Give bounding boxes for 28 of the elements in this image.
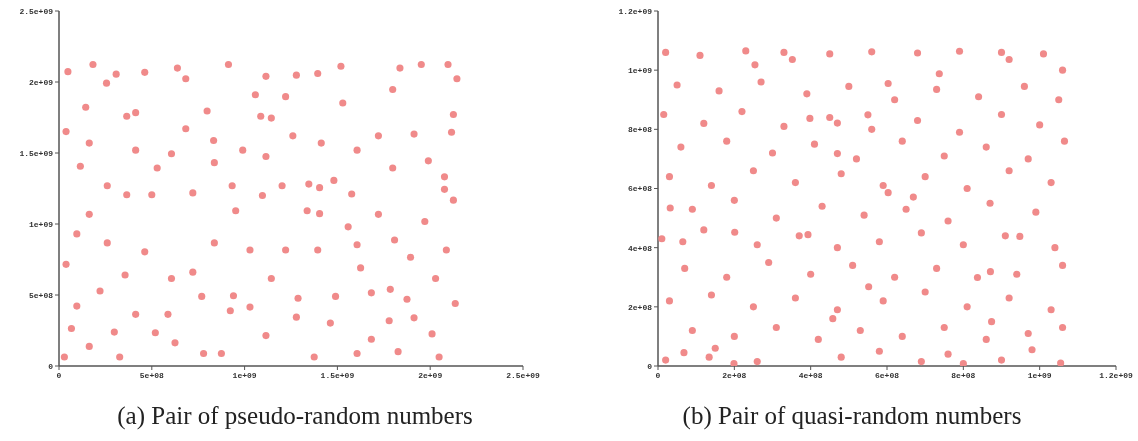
y-tick-label: 1.2e+09	[618, 6, 653, 16]
y-tick-label: 1e+09	[627, 66, 653, 76]
x-tick-label: 2e+08	[722, 370, 747, 380]
x-tick-label: 5e+08	[139, 370, 164, 380]
x-tick-label: 1.5e+09	[320, 370, 355, 380]
y-tick-label: 4e+08	[627, 243, 653, 253]
y-tick-label: 2.5e+09	[19, 6, 54, 16]
y-tick-label: 0	[48, 361, 54, 371]
x-tick-label: 1e+09	[232, 370, 257, 380]
text: (b) Pair of quasi-random numbers	[681, 402, 1023, 430]
y-tick-label: 8e+08	[627, 125, 653, 135]
x-tick-label: 6e+08	[874, 370, 900, 380]
y-tick-label: 6e+08	[627, 184, 653, 194]
x-tick-label: 2e+09	[418, 370, 443, 380]
text: (a) Pair of pseudo-random numbers	[116, 402, 474, 430]
y-tick-label: 2e+09	[28, 77, 54, 87]
y-tick-label: 1.5e+09	[19, 148, 54, 158]
y-tick-label: 2e+08	[627, 302, 653, 312]
y-tick-label: 0	[647, 361, 653, 371]
x-tick-label: 1.2e+09	[1099, 370, 1133, 380]
y-tick-label: 1e+09	[28, 219, 54, 229]
x-tick-label: 1e+09	[1027, 370, 1052, 380]
x-tick-label: 4e+08	[798, 370, 823, 380]
x-tick-label: 2.5e+09	[506, 370, 540, 380]
y-tick-label: 5e+08	[28, 290, 54, 300]
x-tick-label: 0	[56, 370, 62, 380]
x-tick-label: 0	[655, 370, 661, 380]
x-tick-label: 8e+08	[951, 370, 976, 380]
